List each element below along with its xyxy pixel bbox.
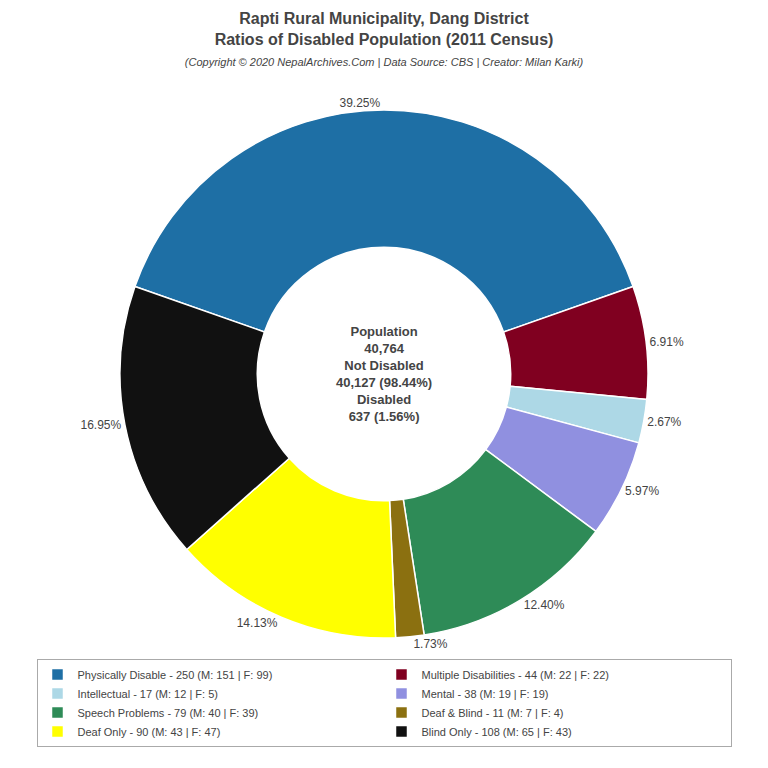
svg-text:5.97%: 5.97%: [625, 484, 659, 498]
svg-text:Deaf & Blind - 11 (M: 7 | F: 4: Deaf & Blind - 11 (M: 7 | F: 4): [422, 707, 564, 719]
svg-text:Deaf Only - 90 (M: 43 | F: 47): Deaf Only - 90 (M: 43 | F: 47): [78, 726, 221, 738]
svg-text:Physically Disable - 250 (M: 1: Physically Disable - 250 (M: 151 | F: 99…: [78, 669, 273, 681]
svg-text:Speech Problems - 79 (M: 40 |: Speech Problems - 79 (M: 40 | F: 39): [78, 707, 259, 719]
svg-text:6.91%: 6.91%: [650, 335, 684, 349]
svg-text:Population40,764Not Disabled40: Population40,764Not Disabled40,127 (98.4…: [336, 324, 432, 424]
svg-text:39.25%: 39.25%: [339, 96, 380, 110]
svg-text:Rapti Rural Municipality, Dang: Rapti Rural Municipality, Dang DistrictR…: [185, 10, 584, 68]
svg-text:14.13%: 14.13%: [237, 616, 278, 630]
svg-text:1.73%: 1.73%: [413, 637, 447, 651]
svg-text:Multiple Disabilities - 44 (M:: Multiple Disabilities - 44 (M: 22 | F: 2…: [422, 669, 609, 681]
svg-text:Mental - 38 (M: 19 | F: 19): Mental - 38 (M: 19 | F: 19): [422, 688, 549, 700]
svg-text:16.95%: 16.95%: [80, 418, 121, 432]
svg-text:Blind Only - 108 (M: 65 | F: 4: Blind Only - 108 (M: 65 | F: 43): [422, 726, 572, 738]
svg-text:2.67%: 2.67%: [647, 415, 681, 429]
svg-text:Intellectual - 17 (M: 12 | F:: Intellectual - 17 (M: 12 | F: 5): [78, 688, 218, 700]
svg-text:12.40%: 12.40%: [524, 598, 565, 612]
